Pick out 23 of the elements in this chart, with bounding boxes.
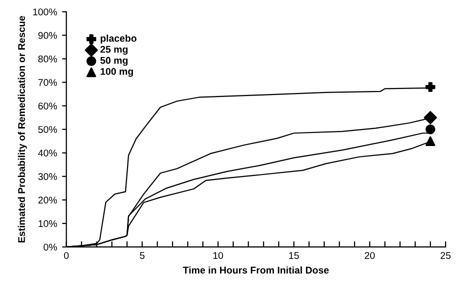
x-tick-label: 10 <box>213 252 224 259</box>
legend-label: 25 mg <box>100 46 128 55</box>
y-tick-label: 40% <box>38 150 57 156</box>
x-tick-label: 20 <box>364 252 375 259</box>
y-tick-label: 50% <box>38 126 57 133</box>
y-tick-label: 30% <box>38 173 57 180</box>
y-axis-title: Estimated Probability of Remedication or Rescue <box>18 16 27 242</box>
y-tick-label: 80% <box>38 56 57 62</box>
y-tick-label: 90% <box>38 32 57 39</box>
x-tick-label: 25 <box>440 252 451 259</box>
y-tick-label: 60% <box>38 102 57 110</box>
x-tick-label: 15 <box>289 252 299 259</box>
y-tick-label: 100% <box>33 8 57 16</box>
x-tick-label: 0 <box>64 252 69 259</box>
y-tick-label: 10% <box>38 220 57 228</box>
x-axis-title: Time in Hours From Initial Dose <box>182 266 329 274</box>
y-tick-label: 0% <box>44 244 57 251</box>
legend-label: placebo <box>100 34 136 44</box>
legend-label: 100 mg <box>100 68 133 77</box>
y-tick-label: 20% <box>38 196 57 204</box>
legend-label: 50 mg <box>100 56 128 66</box>
x-tick-label: 5 <box>140 252 144 259</box>
y-tick-label: 70% <box>38 79 57 86</box>
